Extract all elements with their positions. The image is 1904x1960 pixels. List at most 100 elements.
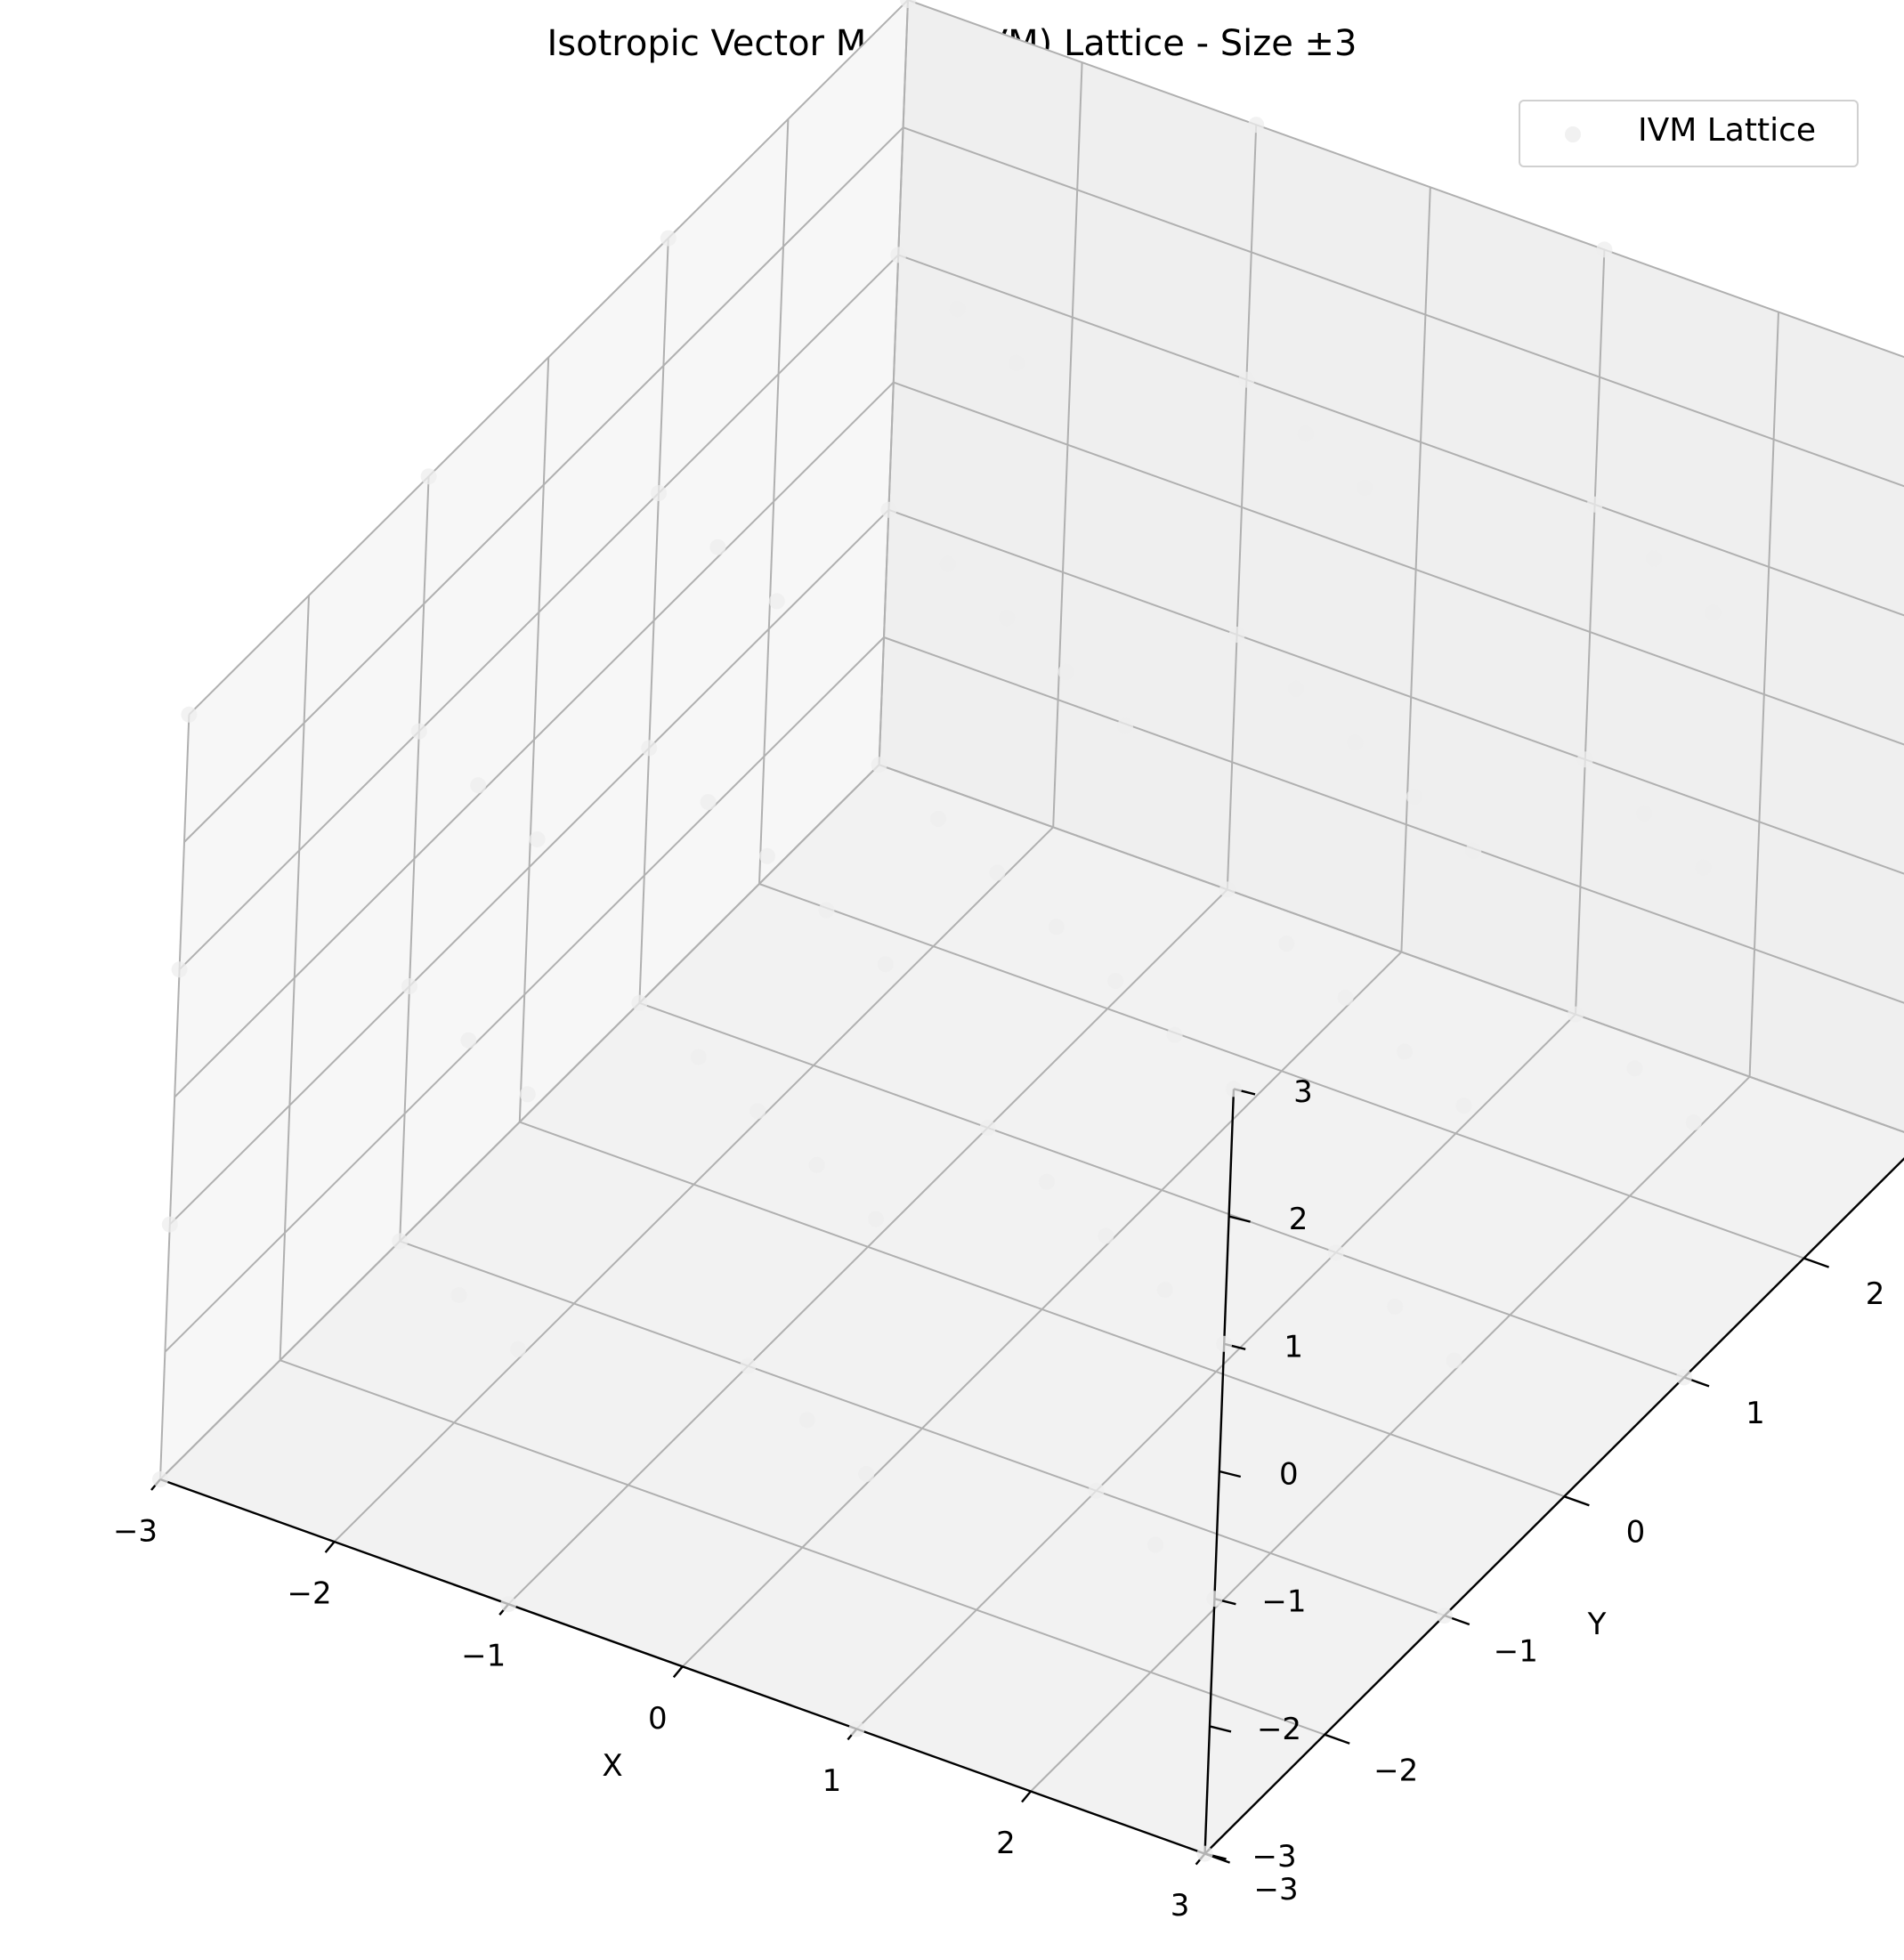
- data-point: [709, 539, 726, 555]
- data-point: [868, 1211, 884, 1227]
- data-point: [880, 501, 897, 518]
- data-point: [1147, 1536, 1163, 1553]
- data-point: [1357, 480, 1373, 496]
- data-point: [651, 485, 667, 501]
- data-point: [930, 810, 946, 827]
- data-point: [1646, 550, 1662, 567]
- data-point: [1288, 680, 1304, 697]
- data-point: [798, 1412, 815, 1429]
- data-point: [510, 1340, 526, 1357]
- data-point: [989, 864, 1006, 881]
- data-point: [470, 777, 487, 794]
- data-point: [401, 978, 417, 994]
- grid-line: [903, 126, 1904, 488]
- data-point: [1166, 1026, 1183, 1043]
- data-point: [1206, 1591, 1223, 1608]
- data-point: [420, 468, 437, 485]
- data-point: [999, 610, 1016, 627]
- data-point: [700, 794, 717, 811]
- data-point: [858, 1466, 875, 1482]
- data-point: [152, 1471, 168, 1487]
- data-point: [1455, 1097, 1472, 1114]
- data-point: [631, 994, 648, 1011]
- data-point: [641, 740, 658, 757]
- data-point: [690, 1049, 707, 1065]
- grid-line: [183, 126, 904, 843]
- data-point: [660, 230, 677, 247]
- data-point: [1327, 1244, 1344, 1261]
- data-point: [1406, 789, 1422, 806]
- axis-panes: [160, 0, 1904, 1854]
- data-point: [1586, 496, 1603, 513]
- data-point: [1009, 354, 1025, 371]
- data-point: [1216, 1335, 1233, 1352]
- data-point: [1347, 734, 1364, 751]
- data-point: [1626, 1060, 1643, 1077]
- tick-label: 2: [1289, 1202, 1308, 1237]
- x-axis-label: X: [602, 1748, 622, 1784]
- legend: IVM Lattice: [1519, 100, 1859, 167]
- tick-label: 0: [1279, 1457, 1299, 1493]
- data-point: [1278, 935, 1295, 952]
- data-point: [749, 1103, 766, 1120]
- data-point: [1219, 881, 1236, 898]
- data-point: [979, 1120, 996, 1136]
- data-point: [392, 1233, 409, 1250]
- data-point: [1196, 1845, 1213, 1862]
- data-point: [519, 1086, 536, 1103]
- tick-mark: [1324, 1733, 1350, 1745]
- data-point: [1705, 604, 1722, 621]
- tick-mark: [324, 1541, 336, 1553]
- data-point: [181, 706, 198, 723]
- data-point: [768, 593, 785, 610]
- tick-label: 2: [1866, 1276, 1885, 1312]
- data-point: [1238, 371, 1255, 388]
- grid-line: [907, 0, 1904, 359]
- data-point: [1088, 1482, 1105, 1499]
- tick-label: −3: [1254, 1872, 1299, 1907]
- data-point: [1568, 1006, 1584, 1023]
- data-point: [500, 1596, 517, 1613]
- data-point: [1387, 1298, 1404, 1315]
- data-point: [1248, 117, 1265, 134]
- data-point: [1057, 663, 1074, 680]
- tick-mark: [672, 1665, 684, 1679]
- data-point: [1228, 627, 1245, 643]
- data-point: [1695, 859, 1712, 876]
- data-points: [152, 0, 1722, 1862]
- data-point: [759, 847, 775, 864]
- data-point: [529, 831, 546, 847]
- data-point: [1596, 241, 1613, 258]
- y-axis-label: Y: [1587, 1607, 1607, 1642]
- tick-labels: −3−3−3−2−2−2−1−1−1000111222333: [113, 1074, 1885, 1924]
- data-point: [808, 1156, 825, 1173]
- data-point: [871, 757, 887, 773]
- data-point: [1039, 1173, 1055, 1190]
- data-point: [740, 1357, 757, 1374]
- tick-label: −1: [461, 1639, 506, 1674]
- tick-mark: [1803, 1257, 1830, 1268]
- tick-label: −3: [113, 1514, 158, 1550]
- tick-label: −1: [1261, 1584, 1306, 1620]
- tick-label: 2: [996, 1826, 1016, 1861]
- tick-label: −2: [1373, 1753, 1418, 1788]
- data-point: [949, 301, 966, 318]
- tick-mark: [1021, 1790, 1032, 1803]
- tick-label: 1: [1746, 1396, 1765, 1431]
- data-point: [1397, 1043, 1413, 1060]
- tick-mark: [1563, 1495, 1590, 1507]
- floor-pane: [160, 765, 1904, 1854]
- tick-label: 1: [822, 1763, 842, 1799]
- data-point: [1685, 1114, 1702, 1130]
- tick-label: 1: [1284, 1329, 1303, 1365]
- data-point: [1446, 1352, 1462, 1369]
- data-point: [450, 1287, 467, 1304]
- tick-label: 0: [648, 1701, 668, 1737]
- data-point: [818, 902, 835, 919]
- grid-lines: [159, 0, 1904, 1855]
- data-point: [171, 961, 188, 978]
- tick-label: 3: [1171, 1888, 1190, 1924]
- data-point: [1576, 751, 1593, 768]
- tick-label: 0: [1626, 1515, 1646, 1551]
